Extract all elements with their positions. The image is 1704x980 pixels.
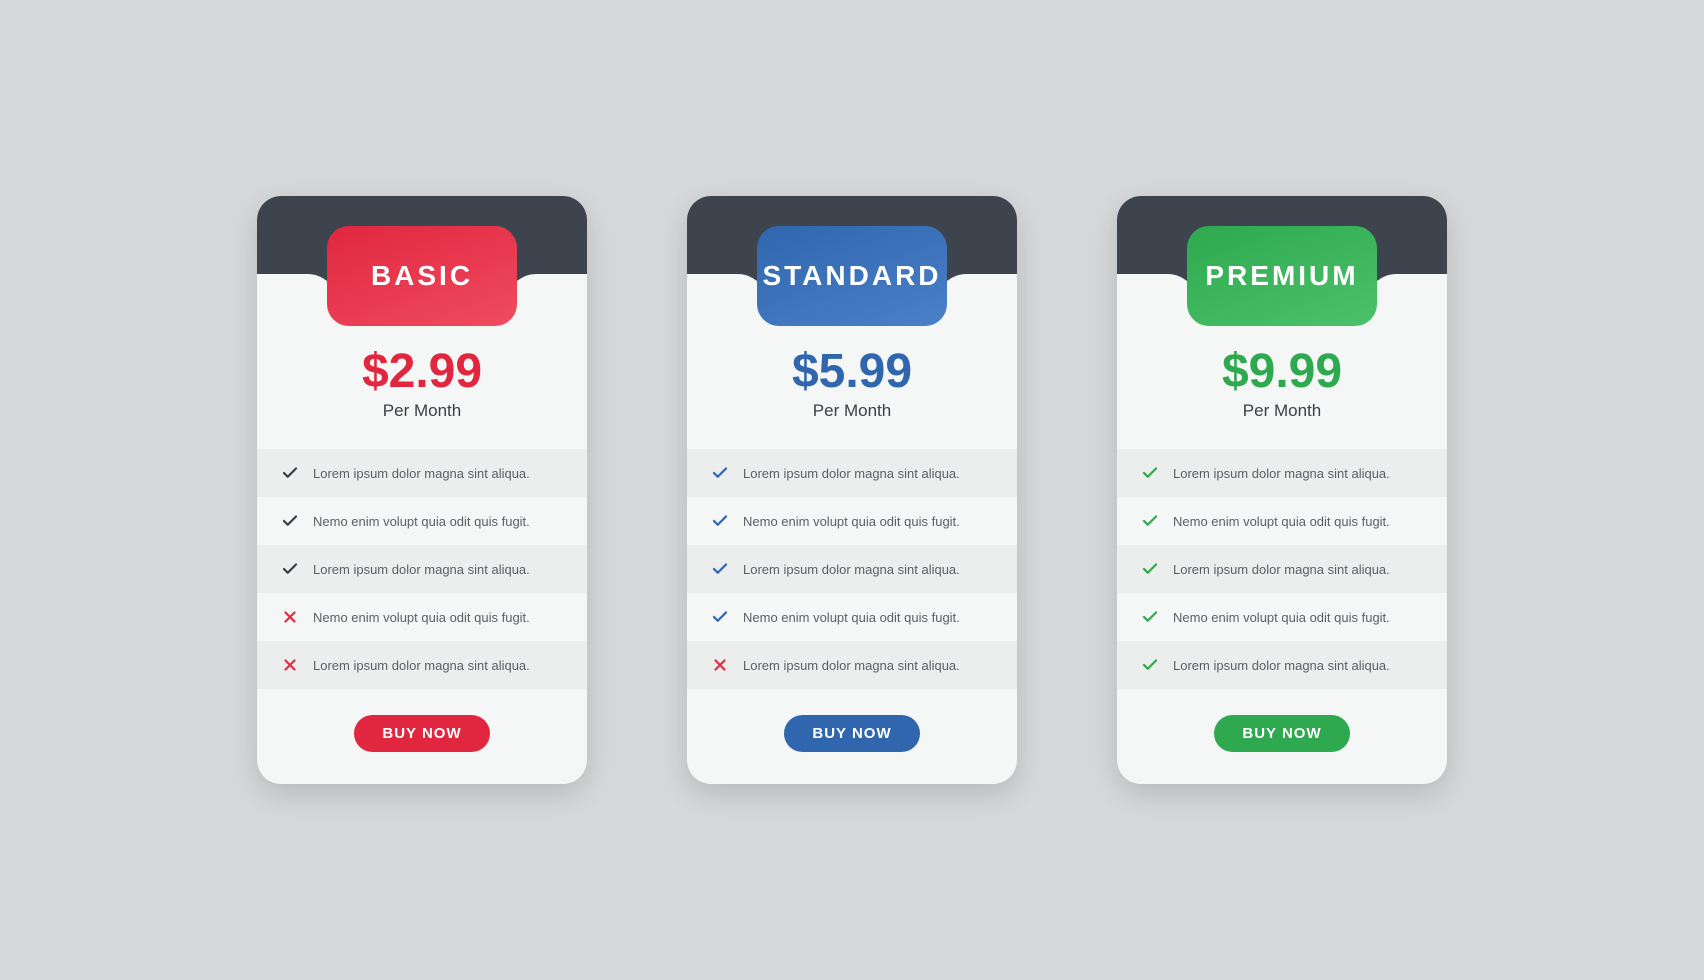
feature-list: Lorem ipsum dolor magna sint aliqua. Nem… <box>257 449 587 689</box>
check-icon <box>709 462 731 484</box>
feature-text: Lorem ipsum dolor magna sint aliqua. <box>313 562 530 577</box>
feature-text: Nemo enim volupt quia odit quis fugit. <box>1173 514 1390 529</box>
plan-card-premium: PREMIUM $9.99 Per Month Lorem ipsum dolo… <box>1117 196 1447 784</box>
check-icon <box>1139 462 1161 484</box>
feature-text: Lorem ipsum dolor magna sint aliqua. <box>313 658 530 673</box>
feature-item: Nemo enim volupt quia odit quis fugit. <box>1117 593 1447 641</box>
cta-wrap: BUY NOW <box>257 689 587 784</box>
feature-text: Nemo enim volupt quia odit quis fugit. <box>313 610 530 625</box>
cross-icon <box>279 654 301 676</box>
buy-now-button[interactable]: BUY NOW <box>1214 715 1349 752</box>
feature-item: Lorem ipsum dolor magna sint aliqua. <box>687 449 1017 497</box>
plan-badge: STANDARD <box>757 226 947 326</box>
pricing-table: BASIC $2.99 Per Month Lorem ipsum dolor … <box>257 196 1447 784</box>
check-icon <box>709 558 731 580</box>
plan-name: BASIC <box>371 260 473 292</box>
feature-list: Lorem ipsum dolor magna sint aliqua. Nem… <box>687 449 1017 689</box>
feature-item: Nemo enim volupt quia odit quis fugit. <box>687 593 1017 641</box>
plan-name: STANDARD <box>762 260 941 292</box>
feature-item: Nemo enim volupt quia odit quis fugit. <box>257 593 587 641</box>
plan-price: $5.99 <box>687 344 1017 399</box>
plan-card-standard: STANDARD $5.99 Per Month Lorem ipsum dol… <box>687 196 1017 784</box>
check-icon <box>1139 654 1161 676</box>
feature-text: Lorem ipsum dolor magna sint aliqua. <box>1173 466 1390 481</box>
cross-icon <box>279 606 301 628</box>
feature-text: Lorem ipsum dolor magna sint aliqua. <box>313 466 530 481</box>
feature-list: Lorem ipsum dolor magna sint aliqua. Nem… <box>1117 449 1447 689</box>
feature-text: Nemo enim volupt quia odit quis fugit. <box>743 610 960 625</box>
buy-now-button[interactable]: BUY NOW <box>784 715 919 752</box>
cross-icon <box>709 654 731 676</box>
cta-wrap: BUY NOW <box>1117 689 1447 784</box>
plan-period: Per Month <box>257 401 587 421</box>
feature-item: Lorem ipsum dolor magna sint aliqua. <box>1117 641 1447 689</box>
check-icon <box>279 462 301 484</box>
plan-header: BASIC <box>257 196 587 286</box>
check-icon <box>1139 606 1161 628</box>
plan-price: $2.99 <box>257 344 587 399</box>
plan-badge: BASIC <box>327 226 517 326</box>
plan-header: STANDARD <box>687 196 1017 286</box>
plan-price: $9.99 <box>1117 344 1447 399</box>
buy-now-button[interactable]: BUY NOW <box>354 715 489 752</box>
plan-name: PREMIUM <box>1205 260 1358 292</box>
feature-text: Lorem ipsum dolor magna sint aliqua. <box>743 658 960 673</box>
feature-item: Nemo enim volupt quia odit quis fugit. <box>257 497 587 545</box>
feature-text: Lorem ipsum dolor magna sint aliqua. <box>743 562 960 577</box>
check-icon <box>709 606 731 628</box>
plan-badge: PREMIUM <box>1187 226 1377 326</box>
check-icon <box>709 510 731 532</box>
cta-wrap: BUY NOW <box>687 689 1017 784</box>
plan-period: Per Month <box>687 401 1017 421</box>
feature-item: Lorem ipsum dolor magna sint aliqua. <box>687 545 1017 593</box>
feature-text: Lorem ipsum dolor magna sint aliqua. <box>743 466 960 481</box>
feature-item: Lorem ipsum dolor magna sint aliqua. <box>687 641 1017 689</box>
feature-text: Nemo enim volupt quia odit quis fugit. <box>313 514 530 529</box>
plan-period: Per Month <box>1117 401 1447 421</box>
feature-item: Lorem ipsum dolor magna sint aliqua. <box>1117 449 1447 497</box>
feature-item: Lorem ipsum dolor magna sint aliqua. <box>257 449 587 497</box>
feature-text: Nemo enim volupt quia odit quis fugit. <box>1173 610 1390 625</box>
feature-item: Nemo enim volupt quia odit quis fugit. <box>1117 497 1447 545</box>
feature-text: Nemo enim volupt quia odit quis fugit. <box>743 514 960 529</box>
check-icon <box>279 558 301 580</box>
feature-item: Nemo enim volupt quia odit quis fugit. <box>687 497 1017 545</box>
check-icon <box>1139 558 1161 580</box>
check-icon <box>279 510 301 532</box>
feature-item: Lorem ipsum dolor magna sint aliqua. <box>257 641 587 689</box>
feature-text: Lorem ipsum dolor magna sint aliqua. <box>1173 562 1390 577</box>
check-icon <box>1139 510 1161 532</box>
feature-item: Lorem ipsum dolor magna sint aliqua. <box>257 545 587 593</box>
plan-card-basic: BASIC $2.99 Per Month Lorem ipsum dolor … <box>257 196 587 784</box>
feature-text: Lorem ipsum dolor magna sint aliqua. <box>1173 658 1390 673</box>
feature-item: Lorem ipsum dolor magna sint aliqua. <box>1117 545 1447 593</box>
plan-header: PREMIUM <box>1117 196 1447 286</box>
